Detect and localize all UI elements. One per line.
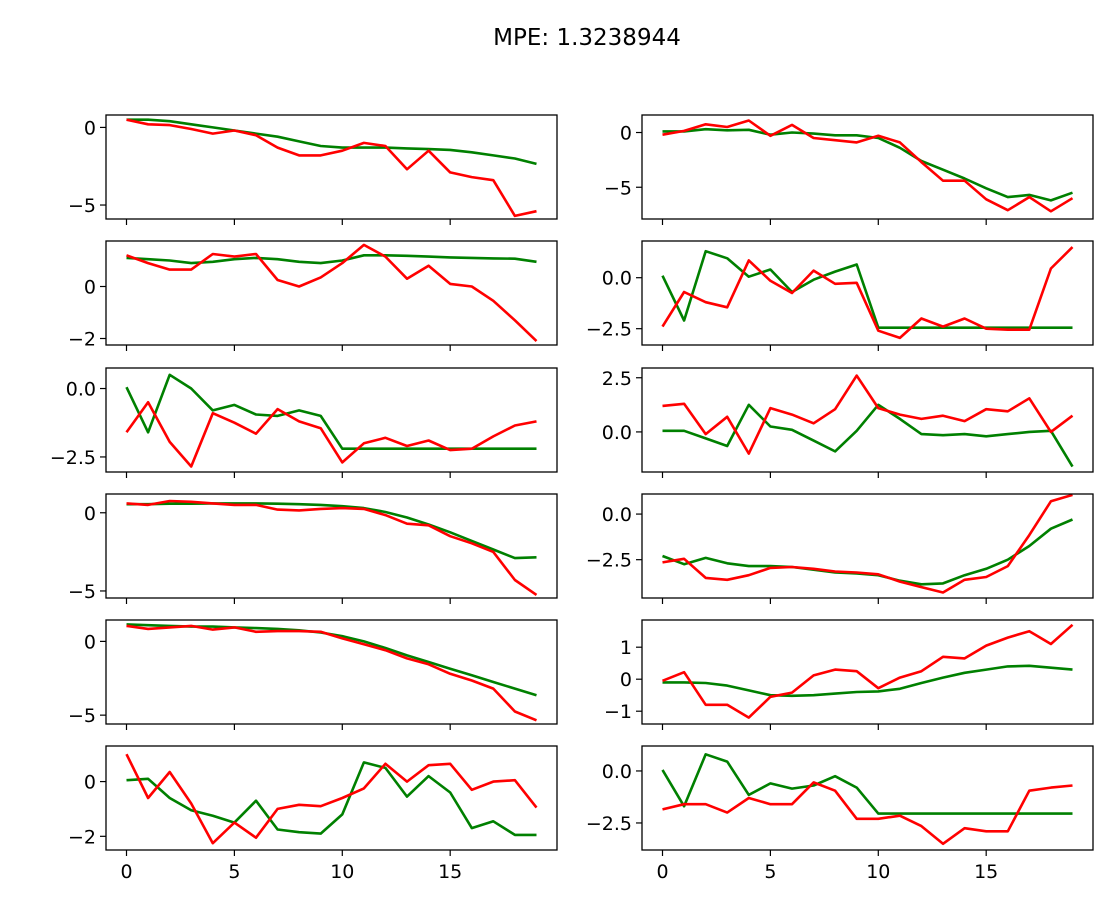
x-tick-label: 15 [974, 861, 998, 883]
y-tick-label: 0.0 [602, 504, 632, 526]
series-line-green [662, 127, 1073, 202]
y-tick-label: −2.5 [586, 319, 632, 341]
axes-frame [105, 367, 558, 473]
axes-frame [641, 114, 1094, 220]
series-line-red [125, 400, 537, 468]
axes-frame [105, 493, 558, 599]
y-tick-label: 0.0 [66, 379, 96, 401]
axes-frame [641, 619, 1094, 725]
series-line-green [661, 752, 1073, 815]
subplot-r2-c1: 0 −2 [68, 240, 558, 351]
x-tick-label: 0 [656, 861, 668, 883]
y-tick-label: −5 [68, 581, 96, 603]
y-tick-label: −5 [604, 177, 632, 199]
subplot-r6-c1: 0 −2 0 5 10 15 [68, 745, 558, 883]
y-tick-label: 0 [620, 123, 632, 145]
axes-frame [641, 493, 1094, 599]
y-tick-label: −2 [68, 826, 96, 848]
axes-frame [641, 240, 1094, 346]
y-tick-label: 0 [84, 772, 96, 794]
y-tick-label: −5 [68, 705, 96, 727]
y-tick-label: 0 [84, 277, 96, 299]
x-tick-label: 10 [866, 861, 890, 883]
series-line-red [126, 118, 537, 218]
series-line-green [662, 403, 1074, 468]
subplot-r3-c1: 0.0 −2.5 [50, 367, 558, 478]
subplot-r6-c2: 0.0 −2.5 0 5 10 15 [586, 745, 1094, 883]
y-tick-label: −2.5 [586, 550, 632, 572]
subplot-r4-c2: 0.0 −2.5 [586, 493, 1094, 604]
subplot-r1-c1: 0 −5 [68, 114, 558, 225]
y-tick-label: 0 [620, 669, 632, 691]
axes-frame [641, 745, 1094, 851]
series-line-red [662, 781, 1073, 846]
subplot-r5-c1: 0 −5 [68, 619, 558, 730]
y-tick-label: 2.5 [602, 368, 632, 390]
axes-frame [105, 114, 558, 220]
y-tick-label: −2.5 [50, 447, 96, 469]
y-tick-label: 0.0 [602, 268, 632, 290]
x-tick-label: 15 [438, 861, 462, 883]
axes-frame [105, 619, 558, 725]
series-line-red [662, 623, 1074, 719]
y-tick-label: −1 [604, 701, 632, 723]
series-line-green [125, 373, 537, 451]
figure-title: MPE: 1.3238944 [493, 25, 681, 51]
series-line-red [126, 499, 538, 596]
series-line-red [662, 494, 1073, 594]
series-line-green [661, 249, 1073, 330]
y-tick-label: −5 [68, 195, 96, 217]
x-tick-label: 5 [764, 861, 776, 883]
axes-frame [641, 367, 1094, 473]
axes-frame [105, 745, 558, 851]
subplot-grid: 0−50−50−20.0−2.50.0−2.52.50.00−50.0−2.50… [50, 114, 1094, 883]
axes-frame [105, 240, 558, 346]
series-line-green [126, 254, 537, 265]
subplot-r4-c1: 0 −5 [68, 493, 558, 604]
subplot-r1-c2: 0 −5 [604, 114, 1094, 225]
y-tick-label: 0 [84, 503, 96, 525]
series-line-red [125, 753, 538, 845]
x-tick-label: 5 [228, 861, 240, 883]
y-tick-label: 0 [84, 631, 96, 653]
series-line-red [126, 624, 537, 722]
y-tick-label: −2.5 [586, 813, 632, 835]
x-tick-label: 0 [120, 861, 132, 883]
series-line-red [661, 246, 1074, 340]
series-line-green [126, 118, 537, 166]
series-line-red [662, 119, 1074, 213]
subplot-r2-c2: 0.0 −2.5 [586, 240, 1094, 351]
y-tick-label: 1 [620, 637, 632, 659]
subplot-r5-c2: 1 0 −1 [604, 619, 1094, 730]
y-tick-label: 0 [84, 117, 96, 139]
series-line-red [662, 374, 1074, 455]
series-line-green [662, 664, 1073, 698]
series-line-red [126, 243, 538, 343]
y-tick-label: 0.0 [602, 761, 632, 783]
y-tick-label: 0.0 [602, 422, 632, 444]
y-tick-label: −2 [68, 329, 96, 351]
x-tick-label: 10 [330, 861, 354, 883]
subplot-r3-c2: 2.5 0.0 [602, 367, 1094, 478]
series-line-green [126, 502, 537, 560]
